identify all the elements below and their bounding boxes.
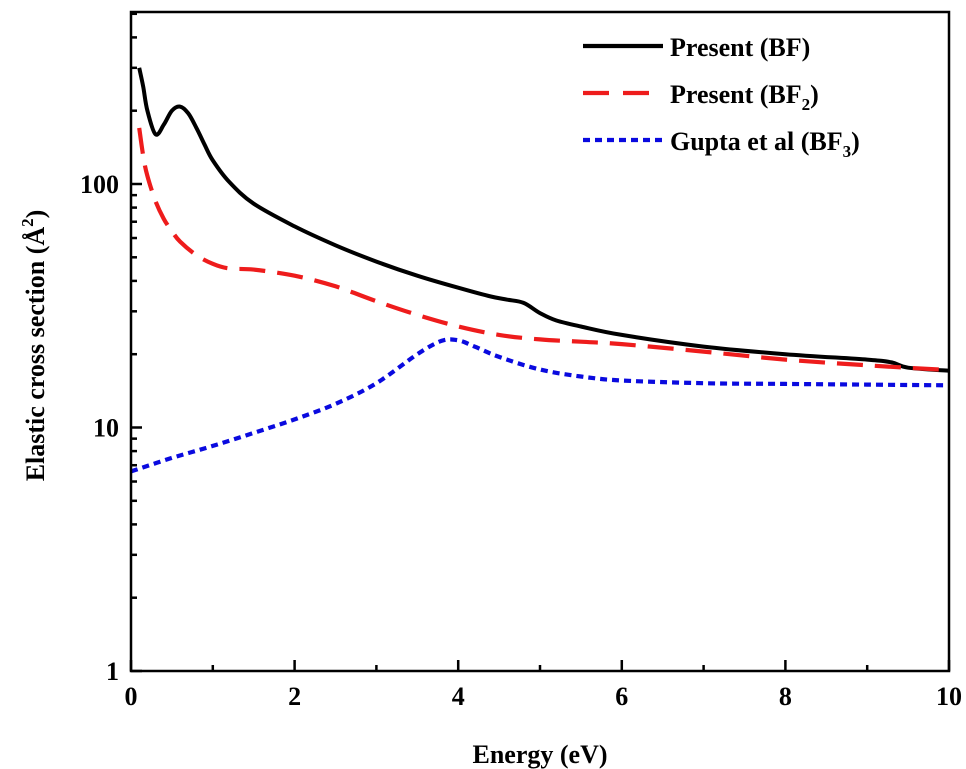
x-tick-label: 6 [615,682,628,711]
axis-ticks [129,12,951,673]
legend-entry-present-bf2: Present (BF2) [583,80,819,114]
legend: Present (BF) Present (BF2) Gupta et al (… [583,33,860,161]
axis-tick-labels: 0 2 4 6 8 10 1 10 100 [80,170,962,711]
series-line-gupta-bf3 [130,337,950,474]
x-tick-label: 10 [936,682,962,711]
y-tick-label: 100 [80,170,119,199]
y-tick-label: 10 [93,414,119,443]
legend-label-gupta-bf3: Gupta et al (BF3) [670,127,860,161]
y-axis-title-superscript: 2 [18,218,37,227]
x-tick-label: 2 [288,682,301,711]
y-tick-label: 1 [106,657,119,686]
legend-entry-gupta-bf3: Gupta et al (BF3) [583,127,860,161]
x-tick-label: 0 [125,682,138,711]
y-axis-title-main: Elastic cross section (Å [21,227,50,482]
legend-entry-present-bf: Present (BF) [583,33,810,62]
plot-lines [130,67,950,474]
legend-label-present-bf2: Present (BF2) [670,80,819,114]
legend-label-present-bf: Present (BF) [670,33,810,62]
series-line-present-bf [137,67,950,373]
x-tick-label: 8 [779,682,792,711]
series-line-present-bf2 [137,127,950,373]
x-axis-title: Energy (eV) [472,740,607,769]
y-axis-title: Elastic cross section (Å2) [18,210,50,482]
x-tick-label: 4 [452,682,465,711]
y-axis-title-close: ) [21,210,50,219]
